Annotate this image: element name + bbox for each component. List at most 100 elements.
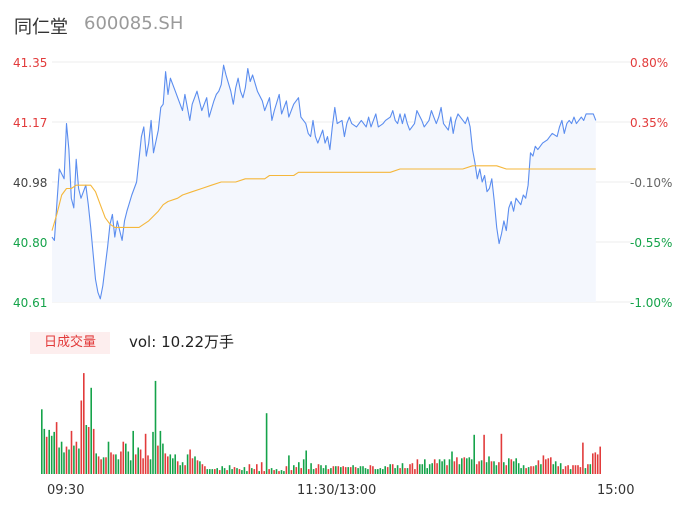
volume-bar	[421, 464, 424, 474]
avg-line	[51, 165, 596, 231]
volume-bar	[394, 468, 396, 474]
volume-bar	[290, 470, 293, 474]
volume-bar	[137, 447, 139, 474]
volume-bar	[83, 373, 85, 474]
volume-bar	[411, 463, 414, 474]
volume-bar	[535, 465, 537, 474]
volume-bar	[152, 431, 154, 474]
price-tick-label: 40.98	[13, 176, 47, 190]
volume-bar	[179, 465, 181, 474]
volume-bar	[243, 467, 246, 474]
volume-bar	[317, 464, 320, 474]
volume-bar	[470, 459, 473, 474]
volume-bar	[169, 454, 172, 474]
volume-bar	[125, 443, 127, 474]
volume-bar	[599, 446, 601, 474]
volume-bar	[295, 467, 298, 474]
volume-bar	[236, 468, 238, 474]
volume-bar	[431, 463, 433, 474]
volume-bar	[362, 466, 364, 474]
volume-bar	[463, 457, 466, 474]
volume-bar	[300, 468, 302, 474]
volume-bar	[288, 455, 290, 474]
volume-bar	[436, 463, 438, 474]
volume-bar	[285, 466, 288, 474]
volume-bar	[478, 461, 480, 474]
volume-tag: 日成交量	[30, 332, 110, 354]
volume-bar	[201, 464, 204, 474]
volume-bar	[107, 441, 110, 474]
volume-value: 10.22万手	[161, 333, 235, 351]
volume-bar	[174, 454, 176, 474]
price-area	[52, 65, 596, 302]
volume-bar	[256, 464, 258, 474]
volume-bar	[451, 451, 453, 474]
volume-bar	[204, 466, 206, 474]
volume-bar	[404, 468, 406, 474]
volume-bar	[270, 468, 273, 474]
volume-bar	[399, 468, 401, 474]
volume-bar	[120, 451, 122, 474]
volume-bar	[149, 459, 152, 474]
volume-bar	[542, 455, 545, 474]
volume-bar	[280, 470, 283, 474]
volume-bar	[327, 469, 330, 474]
volume-bar	[105, 457, 107, 474]
volume-bar	[332, 466, 335, 474]
volume-bar	[557, 466, 559, 474]
volume-bar	[100, 459, 102, 474]
volume-bar	[520, 468, 522, 474]
volume-bar	[352, 465, 354, 474]
volume-bar	[569, 469, 572, 474]
volume-bar	[117, 459, 120, 474]
volume-bar	[503, 462, 505, 474]
volume-bar	[186, 454, 189, 474]
volume-bar	[45, 436, 48, 474]
percent-tick-label: 0.35%	[630, 116, 668, 130]
volume-bar	[340, 467, 342, 474]
volume-bar	[498, 462, 500, 474]
price-area-layer	[52, 65, 596, 302]
percent-tick-label: -0.10%	[630, 176, 672, 190]
volume-bar	[389, 464, 391, 474]
volume-bar	[406, 468, 409, 474]
time-tick-label: 15:00	[597, 483, 634, 498]
volume-bar	[275, 469, 278, 474]
volume-bar	[579, 467, 582, 474]
volume-bar	[473, 434, 475, 474]
volume-bar	[273, 470, 275, 474]
volume-bar	[181, 462, 184, 474]
volume-bar	[312, 469, 315, 474]
volume-bar	[268, 469, 270, 474]
volume-bar	[512, 461, 515, 474]
volume-bar	[315, 468, 317, 474]
percent-tick-labels: 0.80% 0.35% -0.10% -0.55% -1.00%	[630, 56, 672, 310]
volume-bar	[298, 462, 300, 474]
volume-bar	[293, 465, 295, 474]
volume-bar	[50, 435, 53, 474]
volume-bar	[525, 468, 527, 474]
volume-bar	[162, 443, 164, 474]
volume-bar	[374, 469, 377, 474]
volume-bar	[75, 441, 78, 474]
volume-bar	[302, 459, 305, 474]
volume-bar	[357, 468, 359, 474]
volume-bar	[347, 467, 349, 474]
volume-bar	[184, 465, 186, 474]
volume-bar	[522, 465, 525, 474]
volume-bar	[426, 468, 428, 474]
volume-bar	[95, 453, 97, 474]
volume-bar	[253, 469, 256, 474]
volume-bar	[97, 456, 100, 474]
volume-bar	[485, 462, 488, 474]
stock-code: 600085.SH	[84, 13, 184, 34]
volume-bar	[475, 464, 478, 474]
volume-bar	[438, 459, 441, 474]
volume-bar	[176, 461, 179, 474]
volume-bar	[70, 430, 73, 474]
volume-bar	[567, 465, 569, 474]
volume-bar	[441, 461, 443, 474]
percent-tick-label: 0.80%	[630, 56, 668, 70]
volume-bar	[218, 470, 221, 474]
volume-bar	[500, 433, 503, 474]
